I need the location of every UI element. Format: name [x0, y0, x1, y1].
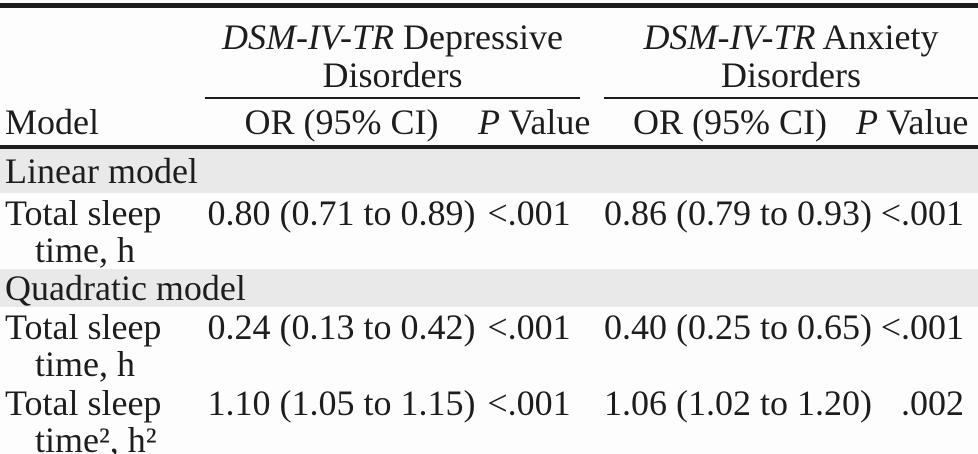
gap-cell — [580, 383, 605, 454]
p-header-italic-depressive: P — [478, 102, 500, 142]
p-value-cell-depressive: <.001 — [487, 193, 571, 233]
group-header-row: DSM-IV-TR Depressive Disorders DSM-IV-TR … — [0, 5, 978, 99]
section-row-quadratic-model: Quadratic model — [0, 269, 978, 307]
model-line1: Total sleep — [5, 383, 162, 423]
group-title-depressive: DSM-IV-TR Depressive Disorders — [222, 18, 563, 94]
model-line2: time, h — [35, 230, 135, 270]
model-cell: Total sleep time, h — [0, 307, 205, 383]
or-ci-cell-anxiety: 0.40 (0.25 to 0.65) — [604, 307, 872, 347]
group-header-gap — [580, 6, 604, 99]
group-title-depressive-rest: Depressive — [394, 17, 563, 57]
or-ci-cell-depressive: 0.80 (0.71 to 0.89) — [207, 193, 476, 233]
table-row-quadratic-total-sleep-time: Total sleep time, h 0.24 (0.13 to 0.42) <… — [0, 307, 978, 383]
model-line2: time², h² — [35, 420, 157, 454]
p-value-cell-anxiety: .002 — [856, 383, 978, 454]
p-header-italic-anxiety: P — [856, 102, 879, 142]
group-title-anxiety-line2: Disorders — [721, 55, 861, 95]
group-header-spacer — [0, 6, 205, 99]
p-header-rest-anxiety: Value — [878, 102, 969, 142]
col-header-or-ci-anxiety: OR (95% CI) — [604, 98, 857, 149]
section-label-linear-model: Linear model — [0, 147, 978, 193]
group-title-anxiety-italic: DSM-IV-TR — [643, 17, 816, 57]
group-title-depressive-italic: DSM-IV-TR — [222, 17, 395, 57]
table-row-linear-total-sleep-time: Total sleep time, h 0.80 (0.71 to 0.89) <… — [0, 193, 978, 269]
model-line2: time, h — [35, 344, 135, 384]
model-cell: Total sleep time², h² — [0, 383, 205, 454]
group-title-anxiety-rest: Anxiety — [815, 17, 939, 57]
section-row-linear-model: Linear model — [0, 147, 978, 193]
p-value-cell-anxiety: <.001 — [880, 307, 965, 347]
col-header-or-ci-depressive: OR (95% CI) — [205, 98, 478, 149]
group-title-anxiety: DSM-IV-TR Anxiety Disorders — [644, 18, 939, 94]
group-header-anxiety: DSM-IV-TR Anxiety Disorders — [604, 5, 978, 99]
group-title-depressive-line2: Disorders — [322, 55, 463, 95]
col-header-gap — [580, 98, 605, 149]
column-header-row: Model OR (95% CI) P Value OR (95% CI) P … — [0, 98, 978, 149]
col-header-p-value-depressive: P Value — [478, 98, 590, 149]
col-header-p-value-anxiety: P Value — [856, 98, 978, 149]
p-value-cell-anxiety: <.001 — [880, 193, 965, 233]
results-table: DSM-IV-TR Depressive Disorders DSM-IV-TR … — [0, 3, 978, 454]
model-cell: Total sleep time, h — [0, 193, 205, 269]
p-value-cell-depressive: <.001 — [478, 383, 581, 454]
section-label-quadratic-model: Quadratic model — [0, 269, 978, 307]
or-ci-cell-depressive: 0.24 (0.13 to 0.42) — [207, 307, 476, 347]
col-header-model: Model — [0, 98, 205, 149]
p-header-rest-depressive: Value — [500, 102, 591, 142]
or-ci-cell-anxiety: 0.86 (0.79 to 0.93) — [604, 193, 872, 233]
gap-cell — [580, 193, 604, 269]
table-row-quadratic-total-sleep-time-squared: Total sleep time², h² 1.10 (1.05 to 1.15)… — [0, 383, 978, 454]
or-ci-cell-anxiety: 1.06 (1.02 to 1.20) — [604, 383, 872, 454]
gap-cell — [580, 307, 604, 383]
group-header-depressive: DSM-IV-TR Depressive Disorders — [205, 5, 581, 99]
model-line1: Total sleep — [5, 307, 162, 347]
p-value-cell-depressive: <.001 — [487, 307, 571, 347]
or-ci-cell-depressive: 1.10 (1.05 to 1.15) — [205, 383, 478, 454]
model-line1: Total sleep — [5, 193, 162, 233]
